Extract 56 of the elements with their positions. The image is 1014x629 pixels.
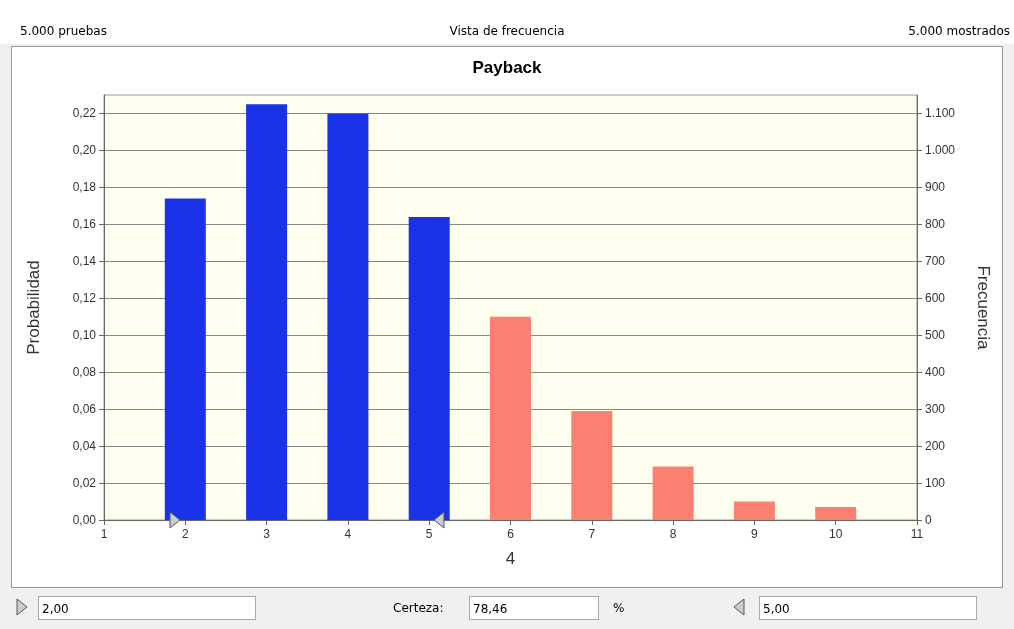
y2-tick-label: 100 bbox=[925, 476, 946, 491]
text: 78,46 bbox=[469, 596, 599, 620]
bar bbox=[652, 466, 694, 520]
x-tick-label: 5 bbox=[425, 527, 433, 541]
chart-title: Payback bbox=[472, 58, 543, 77]
y-tick-label: 0,18 bbox=[72, 180, 97, 195]
y-tick-label: 0,04 bbox=[72, 439, 97, 454]
y2-tick-label: 700 bbox=[925, 254, 946, 269]
y2-tick-label: 400 bbox=[925, 365, 946, 380]
text: 2,00 bbox=[38, 596, 256, 620]
text: Certeza: bbox=[393, 601, 444, 615]
y2-tick-label: 1.100 bbox=[925, 106, 956, 121]
text: % bbox=[613, 601, 625, 615]
y2-axis-title: Frecuencia bbox=[974, 265, 993, 351]
y2-tick-label: 500 bbox=[925, 328, 946, 343]
y-tick-label: 0,20 bbox=[72, 143, 97, 158]
y-tick-label: 0,08 bbox=[72, 365, 97, 380]
y-tick-label: 0,22 bbox=[72, 106, 97, 121]
bar bbox=[490, 316, 531, 520]
bar bbox=[164, 198, 206, 520]
x-tick-label: 7 bbox=[588, 527, 596, 541]
y-tick-label: 0,00 bbox=[72, 513, 97, 527]
x-tick-label: 8 bbox=[669, 527, 677, 541]
text: 5.000 pruebas bbox=[20, 24, 107, 38]
text: 5.000 mostrados bbox=[908, 24, 1010, 38]
x-tick-label: 1 bbox=[100, 527, 108, 541]
y-tick-label: 0,12 bbox=[72, 291, 97, 306]
y2-tick-label: 900 bbox=[925, 180, 946, 195]
y2-tick-label: 600 bbox=[925, 291, 946, 306]
y-tick-label: 0,06 bbox=[72, 402, 97, 417]
x-tick-label: 9 bbox=[751, 527, 759, 541]
y2-tick-label: 200 bbox=[925, 439, 946, 454]
y-tick-label: 0,10 bbox=[72, 328, 97, 343]
x-tick-label: 11 bbox=[910, 527, 924, 541]
bar bbox=[246, 104, 288, 520]
x-tick-label: 3 bbox=[263, 527, 271, 541]
bar bbox=[571, 410, 613, 520]
x-axis-title: 4 bbox=[505, 549, 516, 568]
y2-tick-label: 0 bbox=[925, 513, 932, 527]
x-tick-label: 6 bbox=[507, 527, 515, 541]
y-tick-label: 0,14 bbox=[72, 254, 97, 269]
y-tick-label: 0,16 bbox=[72, 217, 97, 232]
bar bbox=[815, 507, 857, 520]
y2-tick-label: 1.000 bbox=[925, 143, 956, 158]
y2-tick-label: 800 bbox=[925, 217, 946, 232]
bar bbox=[408, 216, 450, 520]
text: Vista de frecuencia bbox=[449, 24, 565, 38]
bar bbox=[733, 501, 775, 520]
x-tick-label: 4 bbox=[344, 527, 352, 541]
y-axis-title: Probabilidad bbox=[24, 260, 43, 355]
bar bbox=[327, 113, 369, 520]
y-tick-label: 0,02 bbox=[72, 476, 97, 491]
x-tick-label: 2 bbox=[181, 527, 189, 541]
x-tick-label: 10 bbox=[829, 527, 843, 541]
y2-tick-label: 300 bbox=[925, 402, 946, 417]
text: 5,00 bbox=[759, 596, 977, 620]
